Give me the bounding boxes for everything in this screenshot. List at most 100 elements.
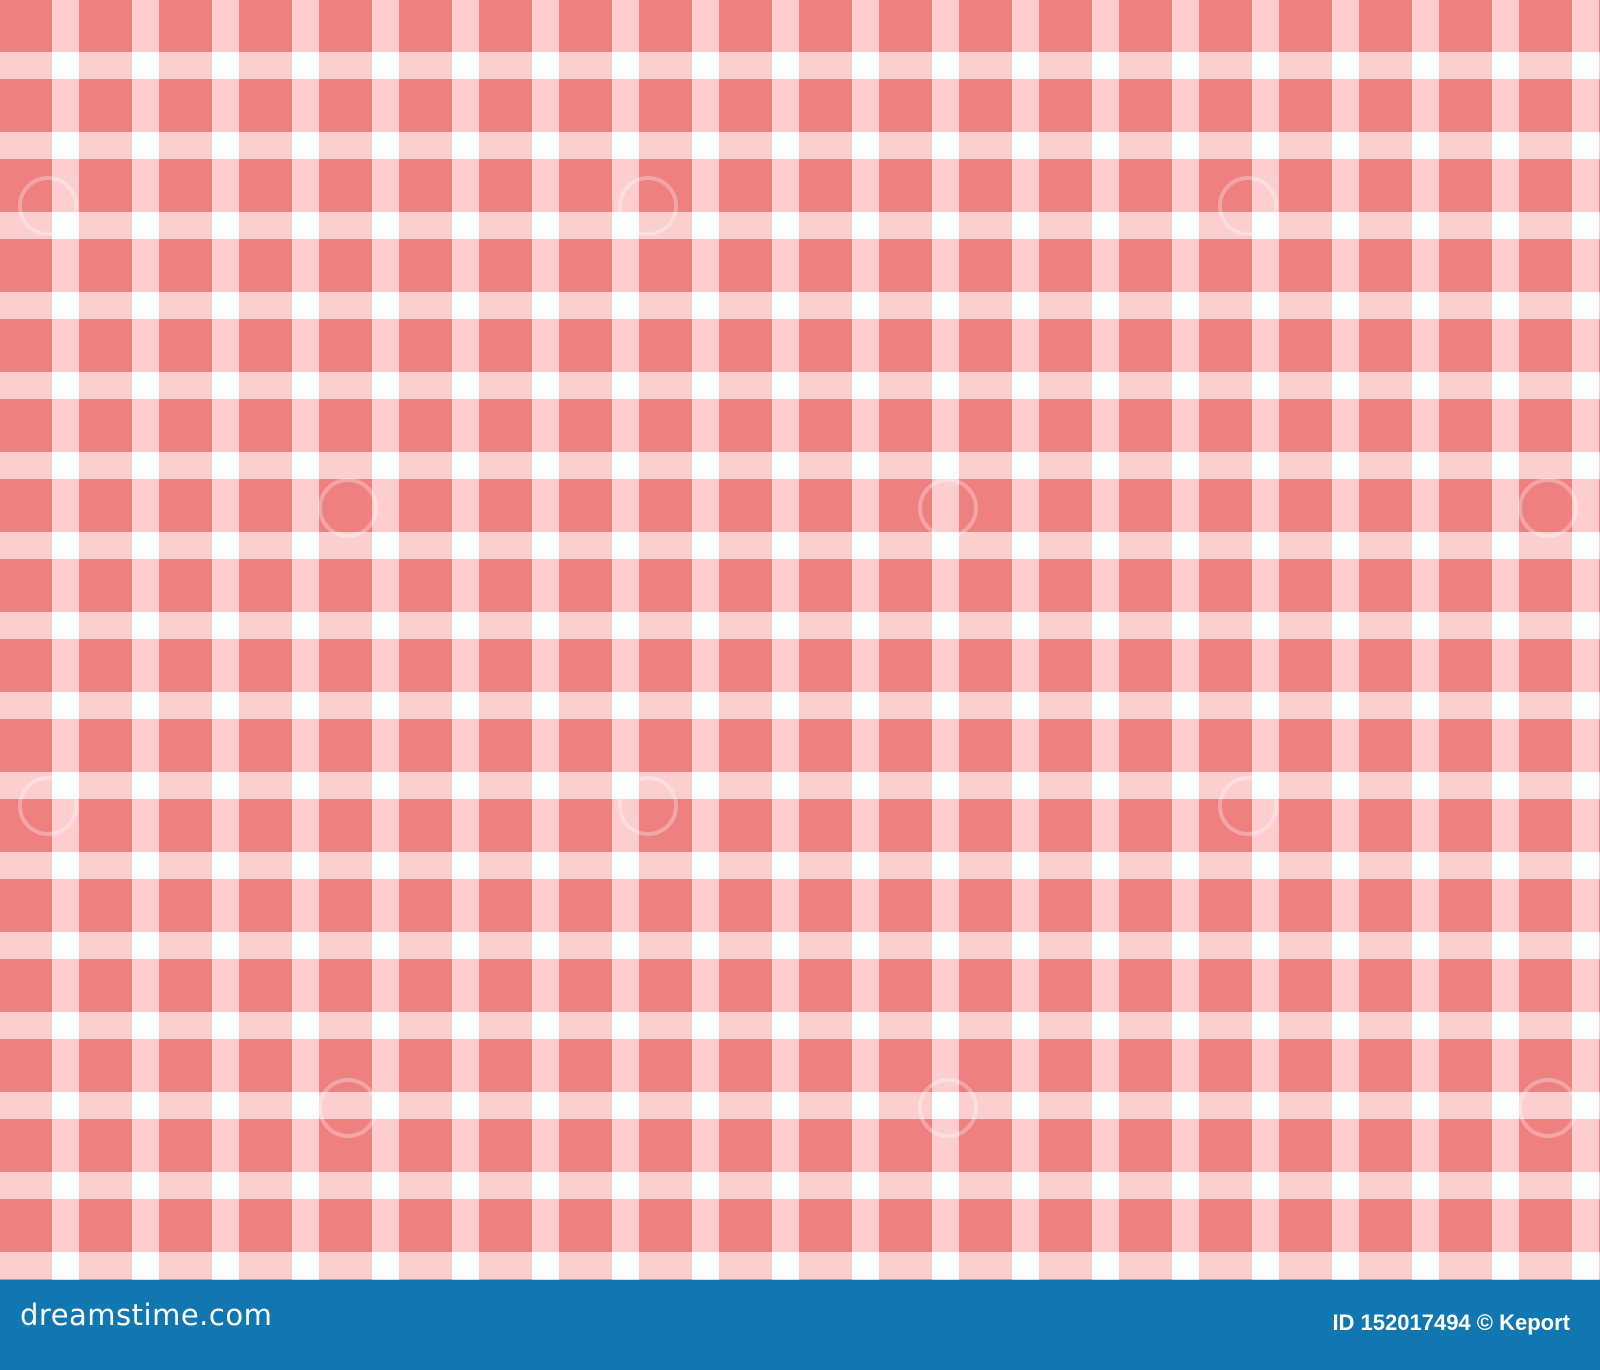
stripe-crossing bbox=[1492, 612, 1519, 639]
stripe-crossing bbox=[1492, 212, 1519, 239]
stripe-crossing bbox=[372, 452, 399, 479]
stripe-crossing bbox=[292, 1012, 319, 1039]
stripe-crossing bbox=[132, 692, 159, 719]
gingham-pattern bbox=[0, 0, 1600, 1280]
stripe-crossing bbox=[932, 132, 959, 159]
stripe-crossing bbox=[852, 852, 879, 879]
stripe-crossing bbox=[612, 1252, 639, 1279]
stripe-crossing bbox=[932, 452, 959, 479]
stripe-crossing bbox=[1492, 132, 1519, 159]
stripe-crossing bbox=[132, 932, 159, 959]
stripe-crossing bbox=[612, 52, 639, 79]
stripe-crossing bbox=[612, 1172, 639, 1199]
stripe-crossing bbox=[1012, 452, 1039, 479]
stripe-crossing bbox=[1092, 932, 1119, 959]
stripe-crossing bbox=[1172, 292, 1199, 319]
stripe-crossing bbox=[1412, 1172, 1439, 1199]
stripe-crossing bbox=[1172, 852, 1199, 879]
stripe-crossing bbox=[692, 372, 719, 399]
stripe-crossing bbox=[692, 1172, 719, 1199]
stripe-crossing bbox=[852, 212, 879, 239]
stripe-crossing bbox=[372, 772, 399, 799]
watermark-icon bbox=[318, 478, 378, 538]
watermark-icon bbox=[1518, 478, 1578, 538]
stripe-crossing bbox=[132, 1172, 159, 1199]
stripe-crossing bbox=[452, 132, 479, 159]
stripe-crossing bbox=[1012, 1172, 1039, 1199]
stripe-crossing bbox=[452, 452, 479, 479]
stripe-crossing bbox=[292, 292, 319, 319]
stripe-crossing bbox=[612, 852, 639, 879]
watermark-icon bbox=[618, 176, 678, 236]
stripe-crossing bbox=[1012, 1252, 1039, 1279]
stripe-crossing bbox=[692, 612, 719, 639]
stripe-crossing bbox=[852, 612, 879, 639]
stripe-crossing bbox=[692, 852, 719, 879]
stripe-crossing bbox=[52, 692, 79, 719]
stripe-crossing bbox=[1492, 852, 1519, 879]
stripe-crossing bbox=[1412, 692, 1439, 719]
stripe-crossing bbox=[212, 292, 239, 319]
stripe-crossing bbox=[132, 52, 159, 79]
stripe-crossing bbox=[1332, 1092, 1359, 1119]
stripe-crossing bbox=[452, 612, 479, 639]
stripe-crossing bbox=[1172, 772, 1199, 799]
watermark-icon bbox=[1218, 176, 1278, 236]
stripe-crossing bbox=[1252, 132, 1279, 159]
stripe-crossing bbox=[1012, 1092, 1039, 1119]
stripe-crossing bbox=[692, 1012, 719, 1039]
stripe-crossing bbox=[772, 612, 799, 639]
stripe-crossing bbox=[452, 292, 479, 319]
stripe-crossing bbox=[932, 212, 959, 239]
stripe-crossing bbox=[52, 1012, 79, 1039]
stripe-crossing bbox=[212, 612, 239, 639]
stripe-crossing bbox=[1012, 372, 1039, 399]
stripe-crossing bbox=[772, 292, 799, 319]
stripe-crossing bbox=[372, 292, 399, 319]
stripe-crossing bbox=[132, 132, 159, 159]
stripe-crossing bbox=[852, 932, 879, 959]
stripe-crossing bbox=[1092, 1092, 1119, 1119]
stripe-crossing bbox=[212, 372, 239, 399]
stripe-crossing bbox=[1572, 612, 1599, 639]
stripe-crossing bbox=[532, 852, 559, 879]
stripe-crossing bbox=[1492, 532, 1519, 559]
stripe-crossing bbox=[292, 612, 319, 639]
stripe-crossing bbox=[612, 532, 639, 559]
stripe-crossing bbox=[1172, 1012, 1199, 1039]
stripe-crossing bbox=[292, 1252, 319, 1279]
stripe-crossing bbox=[772, 452, 799, 479]
stripe-crossing bbox=[1172, 532, 1199, 559]
stripe-crossing bbox=[212, 852, 239, 879]
stripe-crossing bbox=[1092, 1252, 1119, 1279]
stripe-crossing bbox=[452, 1172, 479, 1199]
stripe-crossing bbox=[1492, 772, 1519, 799]
stripe-crossing bbox=[772, 852, 799, 879]
stripe-crossing bbox=[692, 132, 719, 159]
stripe-crossing bbox=[532, 372, 559, 399]
stripe-crossing bbox=[1252, 292, 1279, 319]
stripe-crossing bbox=[1412, 372, 1439, 399]
stripe-crossing bbox=[452, 372, 479, 399]
stripe-crossing bbox=[1252, 52, 1279, 79]
stripe-crossing bbox=[1572, 1012, 1599, 1039]
stripe-crossing bbox=[1012, 612, 1039, 639]
stripe-crossing bbox=[372, 852, 399, 879]
stripe-crossing bbox=[1092, 612, 1119, 639]
stripe-crossing bbox=[1092, 692, 1119, 719]
stripe-crossing bbox=[1252, 612, 1279, 639]
stripe-crossing bbox=[612, 612, 639, 639]
stripe-crossing bbox=[1332, 132, 1359, 159]
stripe-crossing bbox=[132, 852, 159, 879]
stripe-crossing bbox=[772, 932, 799, 959]
stripe-crossing bbox=[1412, 1012, 1439, 1039]
stripe-crossing bbox=[612, 1012, 639, 1039]
stripe-crossing bbox=[1412, 932, 1439, 959]
stripe-crossing bbox=[52, 532, 79, 559]
stripe-crossing bbox=[1572, 292, 1599, 319]
stripe-crossing bbox=[692, 772, 719, 799]
stripe-crossing bbox=[1092, 1012, 1119, 1039]
stripe-crossing bbox=[1572, 212, 1599, 239]
stripe-crossing bbox=[932, 372, 959, 399]
stripe-crossing bbox=[1092, 132, 1119, 159]
